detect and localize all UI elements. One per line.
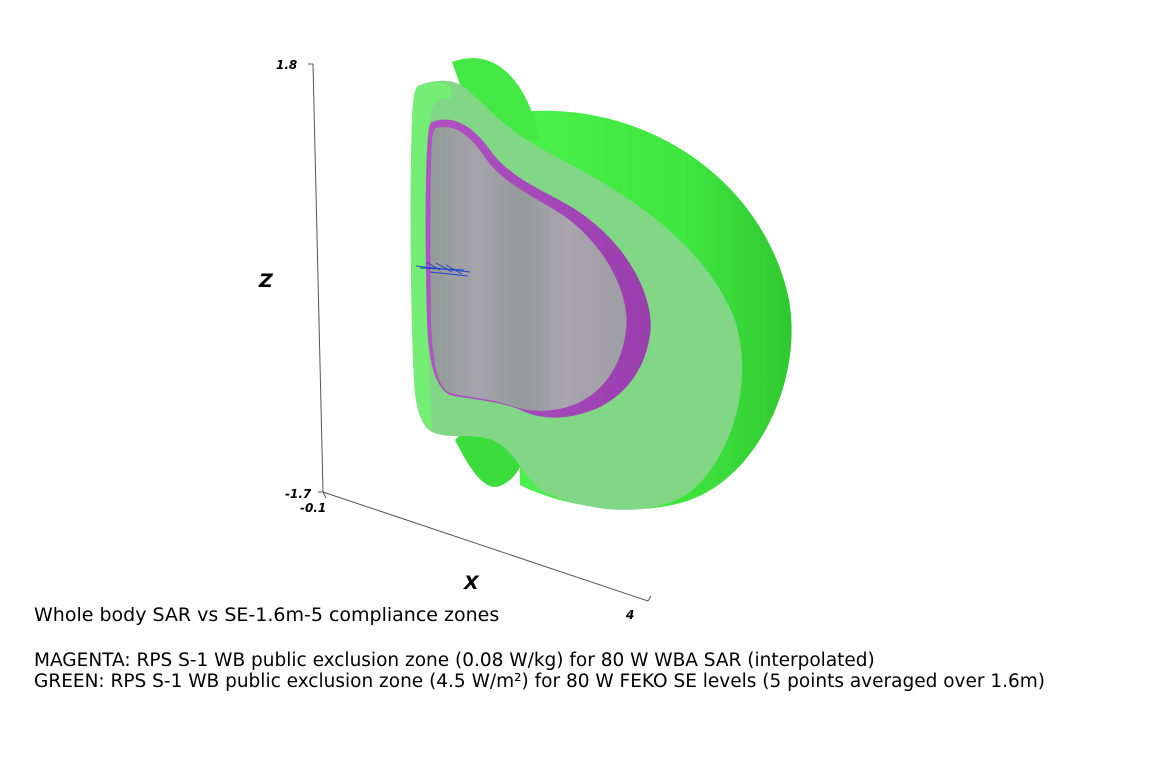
- x-axis-start-tick: [322, 491, 327, 499]
- x-min-label: -0.1: [300, 501, 326, 515]
- green-zone-left-rim: [410, 82, 452, 430]
- magenta-zone-face: [430, 127, 627, 411]
- axes: [308, 63, 652, 602]
- x-axis-line: [322, 491, 649, 602]
- x-axis-end-tick: [647, 595, 652, 602]
- antenna-element-4: [419, 267, 465, 271]
- z-axis-line: [312, 63, 324, 493]
- legend: MAGENTA: RPS S-1 WB public exclusion zon…: [34, 650, 1045, 692]
- legend-magenta-entry: MAGENTA: RPS S-1 WB public exclusion zon…: [34, 650, 875, 671]
- magenta-zone-face-tint: [430, 127, 627, 411]
- antenna-element-2: [435, 262, 453, 273]
- figure-title: Whole body SAR vs SE-1.6m-5 compliance z…: [34, 604, 500, 626]
- magenta-exclusion-zone: [425, 119, 651, 418]
- x-axis-title: X: [463, 572, 480, 594]
- legend-green-entry: GREEN: RPS S-1 WB public exclusion zone …: [34, 671, 1045, 692]
- z-min-label: -1.7: [285, 487, 312, 501]
- antenna-model: [415, 261, 471, 277]
- x-max-label: 4: [625, 608, 634, 622]
- z-axis-title: Z: [258, 270, 274, 292]
- antenna-element-5: [429, 271, 469, 277]
- z-max-label: 1.8: [276, 58, 297, 72]
